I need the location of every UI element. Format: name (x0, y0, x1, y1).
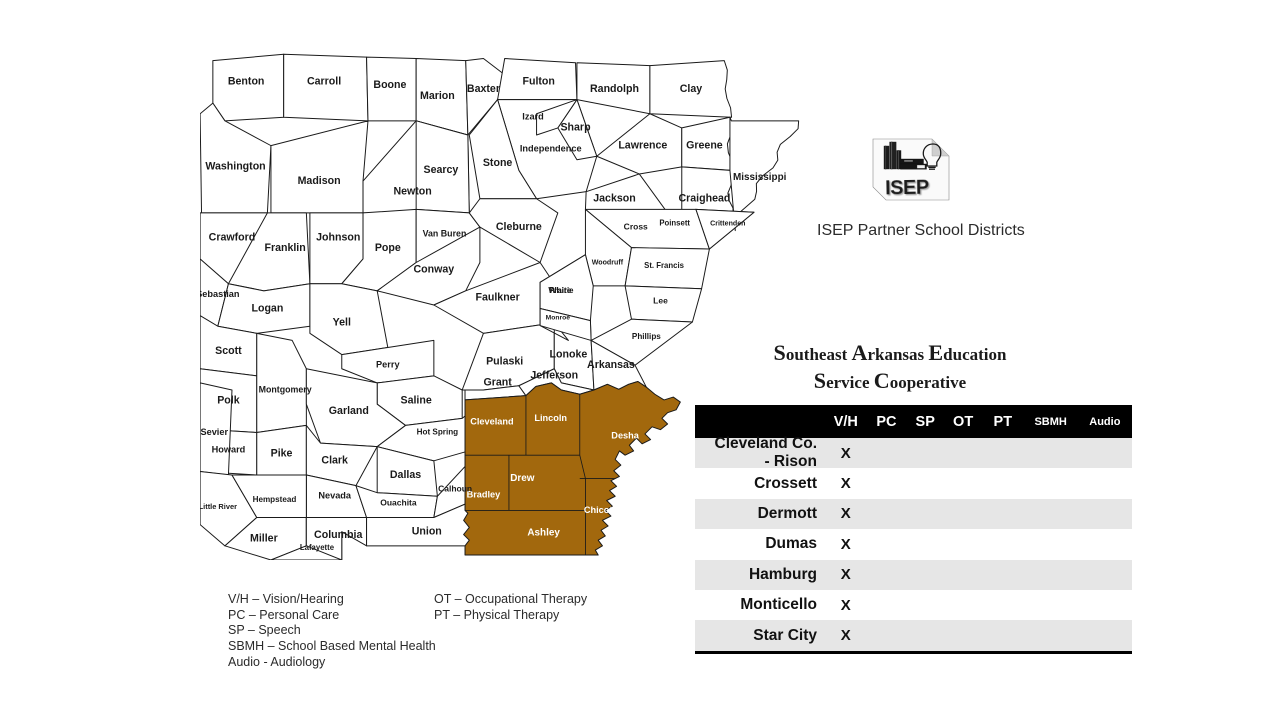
svg-text:Benton: Benton (228, 76, 265, 88)
svg-text:Madison: Madison (298, 175, 341, 187)
svg-text:Pulaski: Pulaski (486, 355, 523, 367)
svg-text:Perry: Perry (376, 360, 400, 370)
svg-text:Stone: Stone (483, 157, 513, 169)
svg-text:Chicot: Chicot (584, 505, 613, 515)
svg-text:Poinsett: Poinsett (659, 219, 690, 228)
svg-text:Lonoke: Lonoke (550, 348, 588, 360)
svg-text:Dallas: Dallas (390, 469, 421, 481)
svg-text:Johnson: Johnson (316, 232, 360, 244)
svg-text:Newton: Newton (393, 185, 431, 197)
svg-text:Marion: Marion (420, 90, 455, 102)
svg-text:Ouachita: Ouachita (380, 498, 417, 508)
svg-text:Crawford: Crawford (209, 232, 256, 244)
svg-text:Polk: Polk (217, 394, 240, 406)
svg-text:Washington: Washington (205, 161, 265, 173)
svg-text:Woodruff: Woodruff (592, 258, 624, 266)
svg-text:Columbia: Columbia (314, 529, 362, 541)
svg-text:Crittenden: Crittenden (710, 219, 745, 227)
svg-text:Little River: Little River (200, 502, 237, 511)
svg-text:Cross: Cross (624, 221, 648, 231)
svg-text:Grant: Grant (483, 377, 512, 389)
svg-text:St. Francis: St. Francis (644, 261, 684, 270)
svg-text:Pope: Pope (375, 242, 401, 254)
svg-text:Clay: Clay (680, 83, 703, 95)
svg-text:Lee: Lee (653, 296, 668, 306)
svg-text:Boone: Boone (373, 79, 406, 91)
svg-text:Saline: Saline (401, 394, 432, 406)
svg-text:Searcy: Searcy (424, 164, 459, 176)
svg-text:Cleveland: Cleveland (470, 416, 513, 426)
svg-text:Prairie: Prairie (549, 286, 574, 295)
svg-text:Jefferson: Jefferson (530, 370, 578, 382)
svg-text:Miller: Miller (250, 533, 278, 545)
svg-text:Lincoln: Lincoln (534, 413, 567, 423)
svg-text:Sebastian: Sebastian (200, 289, 240, 299)
svg-text:Cleburne: Cleburne (496, 221, 542, 233)
svg-text:Lawrence: Lawrence (618, 139, 667, 151)
svg-text:Desha: Desha (611, 430, 639, 440)
svg-text:Fulton: Fulton (522, 76, 554, 88)
svg-text:Pike: Pike (271, 448, 293, 460)
svg-text:Conway: Conway (414, 263, 455, 275)
svg-text:Clark: Clark (321, 455, 348, 467)
svg-text:Phillips: Phillips (632, 332, 661, 341)
svg-text:Franklin: Franklin (264, 242, 305, 254)
svg-text:Yell: Yell (333, 317, 351, 329)
svg-text:Logan: Logan (251, 302, 283, 314)
svg-text:Arkansas: Arkansas (587, 359, 635, 371)
svg-text:Union: Union (412, 525, 442, 537)
svg-text:Lafayette: Lafayette (300, 543, 335, 552)
svg-text:Nevada: Nevada (318, 491, 352, 501)
svg-text:Mississippi: Mississippi (733, 172, 787, 183)
svg-text:Carroll: Carroll (307, 76, 341, 88)
svg-text:Sharp: Sharp (560, 122, 591, 134)
svg-text:Montgomery: Montgomery (259, 384, 312, 394)
svg-text:Faulkner: Faulkner (475, 292, 519, 304)
svg-text:Howard: Howard (212, 445, 246, 455)
svg-text:ISEP: ISEP (885, 177, 929, 200)
svg-text:Baxter: Baxter (467, 83, 500, 95)
svg-text:Hempstead: Hempstead (253, 495, 297, 504)
svg-text:Izard: Izard (522, 112, 543, 122)
svg-text:Greene: Greene (686, 139, 723, 151)
svg-text:Randolph: Randolph (590, 83, 639, 95)
svg-text:Sevier: Sevier (200, 427, 228, 437)
svg-text:Van Buren: Van Buren (423, 229, 467, 239)
svg-text:Independence: Independence (520, 144, 582, 154)
svg-text:Hot Spring: Hot Spring (417, 428, 459, 437)
svg-text:Jackson: Jackson (593, 193, 635, 205)
svg-text:Ashley: Ashley (527, 528, 560, 539)
svg-text:Scott: Scott (215, 345, 242, 357)
svg-text:Garland: Garland (329, 405, 369, 417)
svg-text:Monroe: Monroe (546, 315, 571, 322)
svg-text:Craighead: Craighead (678, 193, 730, 205)
svg-text:Calhoun: Calhoun (438, 483, 472, 493)
svg-text:Drew: Drew (510, 473, 535, 484)
